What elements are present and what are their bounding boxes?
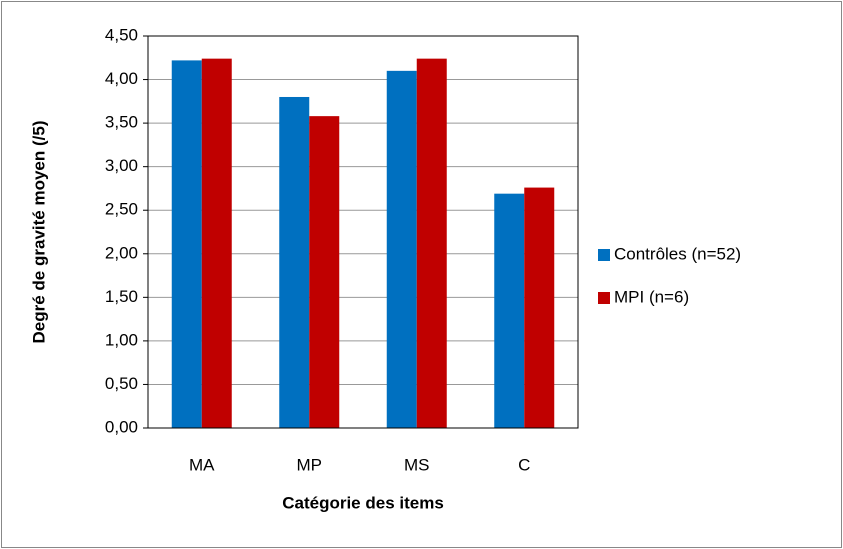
x-tick-label: C: [518, 455, 530, 474]
plot-area: [147, 35, 579, 429]
legend-swatch: [598, 249, 610, 261]
bar: [201, 58, 232, 428]
y-tick-label: 1,50: [105, 287, 138, 306]
bar: [279, 96, 310, 428]
y-tick-label: 2,00: [105, 243, 138, 262]
x-tick-label: MA: [189, 455, 215, 474]
legend-swatch: [598, 292, 610, 304]
x-tick-label: MP: [297, 455, 323, 474]
y-tick-label: 4,00: [105, 69, 138, 88]
legend-label: Contrôles (n=52): [614, 244, 741, 263]
bar: [416, 58, 447, 428]
y-tick-label: 4,50: [105, 25, 138, 44]
bar: [494, 193, 525, 428]
bar: [309, 116, 340, 429]
x-axis-title: Catégorie des items: [282, 493, 444, 512]
bar: [171, 60, 202, 428]
y-tick-label: 3,00: [105, 156, 138, 175]
bar: [524, 187, 555, 428]
y-tick-label: 0,50: [105, 374, 138, 393]
y-tick-label: 0,00: [105, 417, 138, 436]
y-tick-label: 3,50: [105, 113, 138, 132]
legend-label: MPI (n=6): [614, 287, 689, 306]
y-tick-label: 1,00: [105, 330, 138, 349]
bar: [386, 70, 417, 428]
x-tick-label: MS: [404, 455, 430, 474]
y-tick-label: 2,50: [105, 200, 138, 219]
y-axis-title: Degré de gravité moyen (/5): [29, 121, 48, 344]
